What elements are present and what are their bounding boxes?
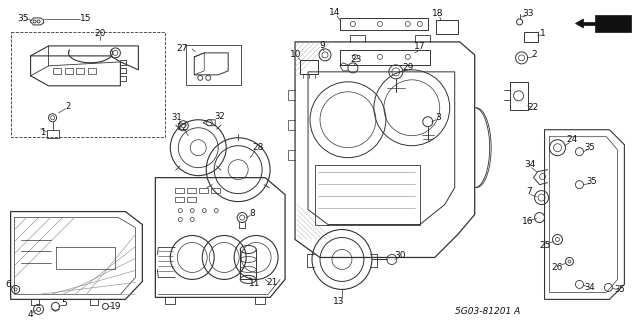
Text: 8: 8 [249, 209, 255, 218]
Polygon shape [576, 19, 583, 28]
Bar [340, 18, 427, 30]
Text: 14: 14 [329, 8, 341, 18]
Text: 20: 20 [95, 29, 106, 38]
Text: 30: 30 [394, 251, 406, 260]
Bar [436, 20, 458, 34]
Text: 5: 5 [61, 299, 67, 308]
Text: 1: 1 [40, 128, 45, 137]
Text: 34: 34 [524, 160, 535, 169]
Bar [199, 188, 208, 193]
Bar [88, 68, 96, 74]
Text: 3: 3 [435, 113, 441, 122]
Text: 2: 2 [532, 50, 537, 60]
Bar [175, 196, 184, 202]
Text: 35: 35 [614, 285, 625, 294]
Bar [523, 32, 537, 42]
Text: 25: 25 [540, 241, 551, 250]
Text: 2: 2 [66, 102, 71, 111]
Text: 31: 31 [171, 113, 181, 122]
Text: 34: 34 [584, 283, 595, 292]
Text: 11: 11 [249, 279, 261, 288]
Polygon shape [583, 15, 631, 32]
Text: 26: 26 [552, 263, 563, 272]
Bar [300, 60, 318, 74]
Text: 32: 32 [214, 112, 224, 121]
Bar [175, 188, 184, 193]
Bar [187, 45, 241, 85]
Text: 27: 27 [176, 44, 188, 53]
Bar [65, 68, 72, 74]
Bar [52, 68, 61, 74]
Text: 15: 15 [80, 14, 91, 23]
Text: 35: 35 [17, 14, 28, 23]
Text: 18: 18 [432, 10, 443, 19]
Text: 9: 9 [319, 41, 325, 51]
Bar [315, 165, 420, 225]
Text: 10: 10 [290, 50, 302, 60]
Bar [187, 196, 196, 202]
Text: 35: 35 [586, 177, 597, 186]
Text: FR.: FR. [610, 19, 629, 28]
Text: 13: 13 [333, 297, 344, 306]
Text: 24: 24 [566, 135, 577, 144]
Text: 7: 7 [527, 187, 532, 196]
Bar [77, 68, 84, 74]
Text: 23: 23 [350, 55, 362, 64]
Text: 35: 35 [584, 143, 595, 152]
Text: 29: 29 [402, 63, 413, 72]
Text: 5G03-81201 A: 5G03-81201 A [455, 307, 520, 316]
Text: 17: 17 [414, 43, 426, 52]
Bar [187, 188, 196, 193]
Text: 33: 33 [522, 10, 534, 19]
Bar [212, 188, 220, 193]
Text: 21: 21 [266, 278, 278, 287]
Text: 19: 19 [110, 302, 121, 311]
Text: 1: 1 [540, 29, 546, 38]
Text: 4: 4 [27, 310, 33, 319]
Bar [47, 130, 59, 138]
Text: 6: 6 [6, 280, 12, 289]
Text: 28: 28 [252, 143, 264, 152]
Text: 12: 12 [176, 123, 188, 132]
Text: 22: 22 [527, 103, 538, 112]
Bar [11, 32, 166, 137]
Text: 16: 16 [522, 217, 534, 226]
